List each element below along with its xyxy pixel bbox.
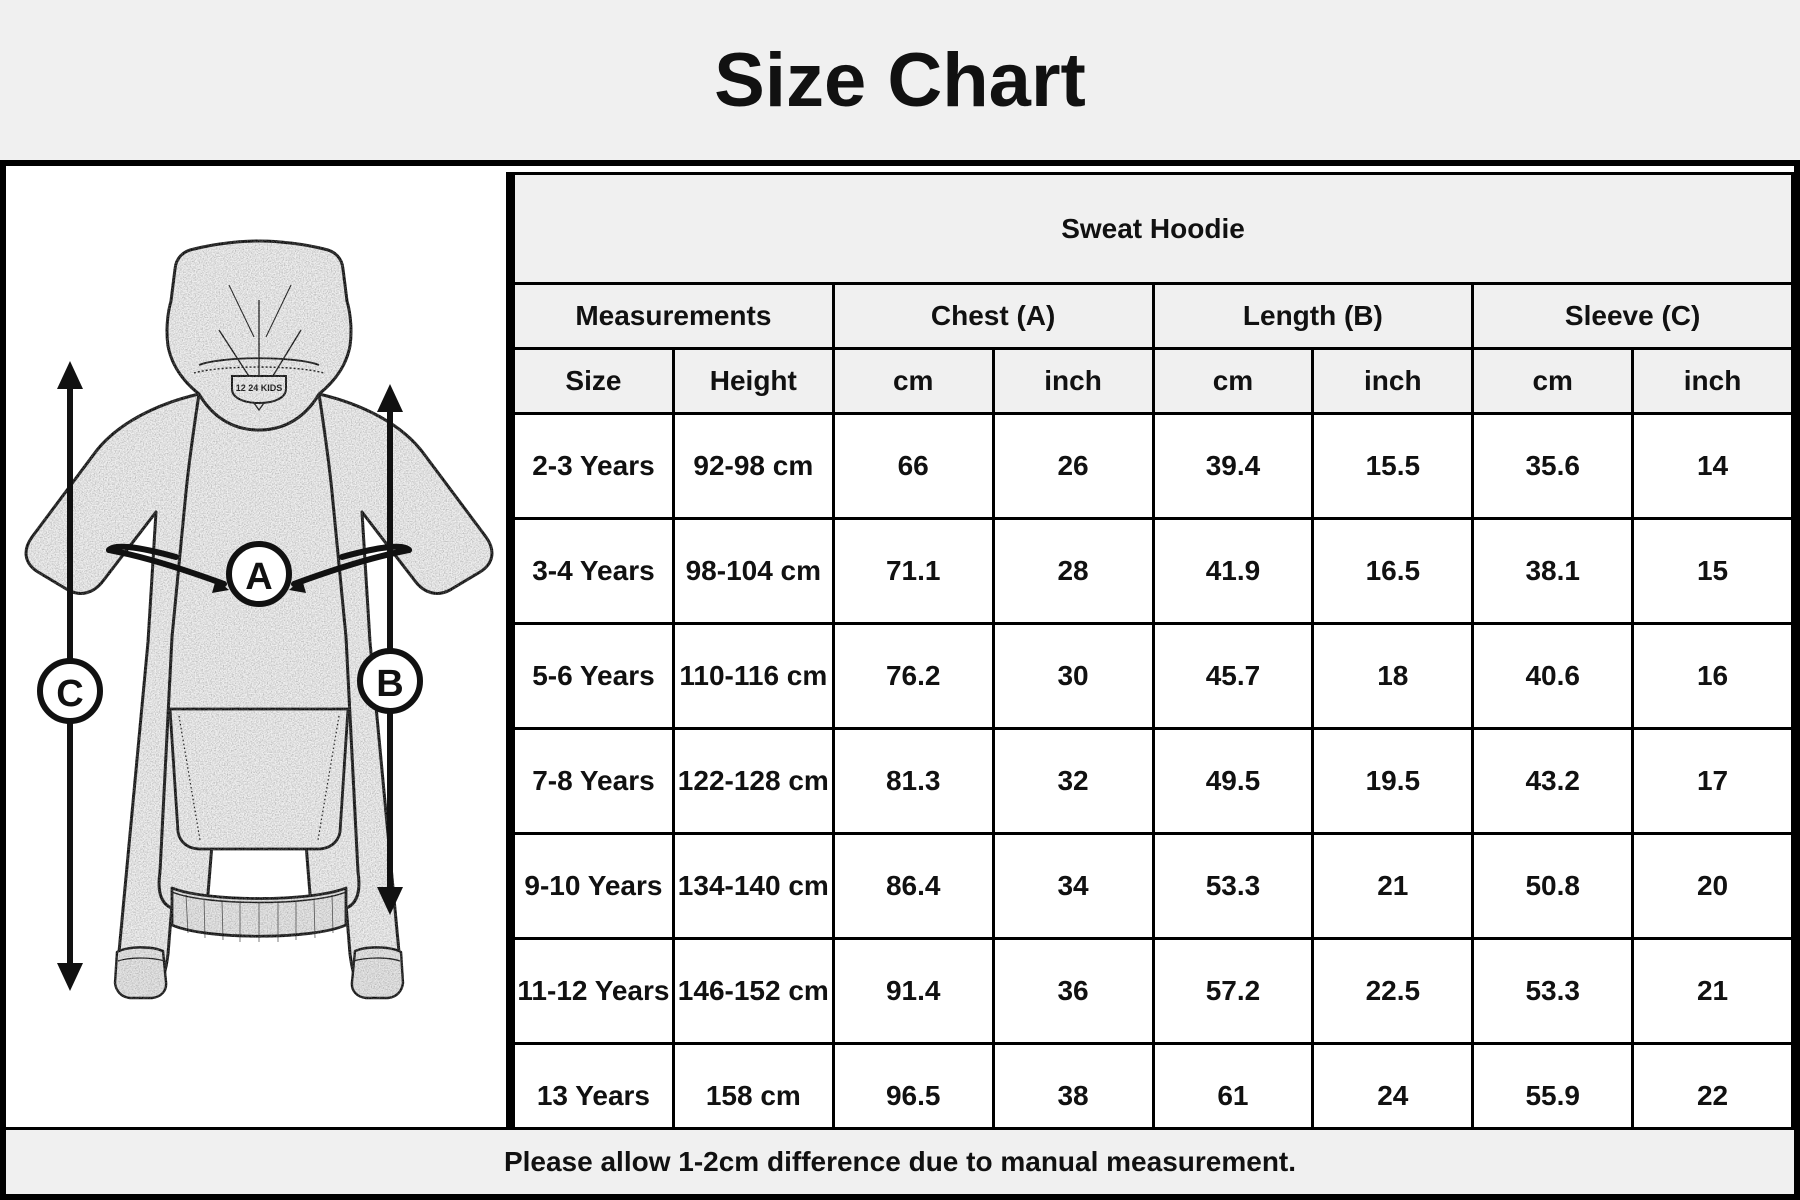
svg-text:A: A — [245, 556, 272, 598]
svg-text:B: B — [376, 663, 403, 705]
svg-text:12 24 KIDS: 12 24 KIDS — [236, 383, 283, 393]
svg-text:C: C — [56, 673, 83, 715]
